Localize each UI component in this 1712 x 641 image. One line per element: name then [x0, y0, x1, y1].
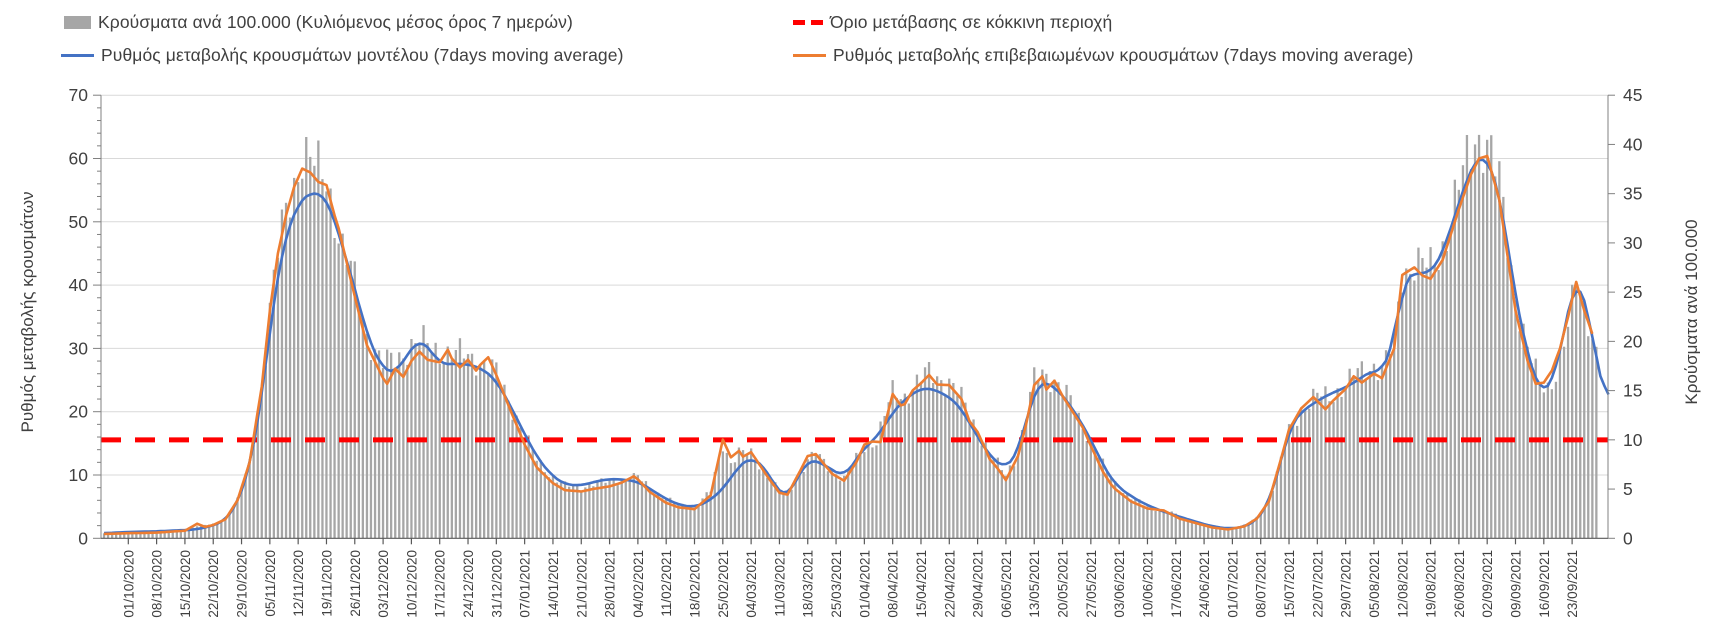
y-right-tick-label: 40 — [1623, 134, 1643, 154]
x-tick-label: 17/12/2020 — [433, 550, 448, 618]
bar-swatch-icon — [64, 15, 91, 29]
x-tick-label: 29/04/2021 — [971, 550, 986, 618]
x-tick-label: 08/10/2020 — [150, 550, 165, 618]
x-tick-label: 15/10/2020 — [178, 550, 193, 618]
y-left-tick-label: 70 — [69, 85, 89, 105]
x-tick-label: 26/08/2021 — [1452, 550, 1467, 618]
x-tick-label: 07/01/2021 — [518, 550, 533, 618]
y-axis-left-title: Ρυθμός μεταβολής κρουσμάτων — [18, 191, 37, 433]
x-tick-label: 15/04/2021 — [914, 550, 929, 618]
blue-line-icon — [61, 53, 94, 57]
legend-item-confirmed-line: Ρυθμός μεταβολής επιβεβαιωμένων κρουσμάτ… — [793, 44, 1413, 66]
x-tick-label: 01/07/2021 — [1225, 550, 1240, 618]
x-tick-label: 16/09/2021 — [1537, 550, 1552, 618]
x-tick-label: 05/11/2020 — [263, 550, 278, 617]
y-left-tick-label: 10 — [69, 465, 89, 485]
x-tick-label: 21/01/2021 — [574, 550, 589, 618]
y-right-tick-label: 5 — [1623, 479, 1633, 499]
y-left-tick-label: 40 — [69, 275, 89, 295]
red-dash-icon — [793, 19, 823, 25]
x-tick-label: 19/08/2021 — [1424, 550, 1439, 618]
y-right-tick-label: 10 — [1623, 430, 1643, 450]
legend-label: Ρυθμός μεταβολής κρουσμάτων μοντέλου (7d… — [101, 44, 624, 65]
x-tick-label: 15/07/2021 — [1282, 550, 1297, 618]
x-tick-label: 20/05/2021 — [1056, 550, 1071, 618]
y-right-tick-label: 35 — [1623, 184, 1642, 204]
y-left-tick-label: 0 — [78, 528, 88, 548]
x-tick-label: 29/10/2020 — [235, 550, 250, 618]
y-right-tick-label: 0 — [1623, 528, 1633, 548]
legend-label: Όριο μετάβασης σε κόκκινη περιοχή — [830, 11, 1113, 32]
x-tick-label: 31/12/2020 — [489, 550, 504, 618]
x-tick-label: 08/07/2021 — [1254, 550, 1269, 618]
y-axis-left-labels: 0 10 20 30 40 50 60 70 — [69, 85, 89, 548]
x-tick-label: 23/09/2021 — [1565, 550, 1580, 618]
x-tick-label: 08/04/2021 — [886, 550, 901, 618]
x-tick-label: 17/06/2021 — [1169, 550, 1184, 618]
x-tick-label: 25/03/2021 — [829, 550, 844, 618]
x-tick-label: 18/03/2021 — [801, 550, 816, 618]
y-axis-right-title: Κρούσματα ανά 100.000 — [1682, 219, 1701, 405]
y-left-tick-label: 20 — [69, 402, 89, 422]
x-tick-label: 10/12/2020 — [404, 550, 419, 618]
x-tick-label: 09/09/2021 — [1508, 550, 1523, 618]
x-tick-label: 19/11/2020 — [319, 550, 334, 617]
legend-label: Ρυθμός μεταβολής επιβεβαιωμένων κρουσμάτ… — [833, 44, 1414, 65]
x-tick-label: 03/12/2020 — [376, 550, 391, 618]
y-right-tick-label: 20 — [1623, 331, 1643, 351]
confirmed-line — [103, 154, 1594, 536]
x-tick-label: 24/06/2021 — [1197, 550, 1212, 618]
x-tick-label: 04/03/2021 — [744, 550, 759, 618]
x-tick-label: 11/03/2021 — [772, 550, 787, 617]
x-tick-label: 06/05/2021 — [999, 550, 1014, 618]
x-tick-label: 01/10/2020 — [121, 550, 136, 618]
x-tick-label: 18/02/2021 — [688, 550, 703, 618]
y-axis-left-ticks — [93, 94, 101, 539]
legend-item-threshold: Όριο μετάβασης σε κόκκινη περιοχή — [793, 11, 1112, 33]
x-tick-label: 02/09/2021 — [1480, 550, 1495, 618]
y-left-tick-label: 60 — [69, 149, 89, 169]
legend-item-model-line: Ρυθμός μεταβολής κρουσμάτων μοντέλου (7d… — [61, 44, 624, 66]
y-left-tick-label: 30 — [69, 338, 89, 358]
x-tick-label: 22/04/2021 — [942, 550, 957, 618]
y-left-tick-label: 50 — [69, 212, 89, 232]
x-tick-label: 22/10/2020 — [206, 550, 221, 618]
x-tick-label: 01/04/2021 — [857, 550, 872, 618]
x-tick-label: 14/01/2021 — [546, 550, 561, 618]
y-axis-right-ticks — [1608, 94, 1615, 539]
cases-bars — [102, 134, 1598, 539]
x-tick-label: 12/11/2020 — [291, 550, 306, 617]
x-tick-label: 03/06/2021 — [1112, 550, 1127, 618]
orange-line-icon — [793, 53, 826, 57]
x-tick-label: 25/02/2021 — [716, 550, 731, 618]
x-tick-label: 13/05/2021 — [1027, 550, 1042, 618]
axis-spines — [100, 95, 1609, 539]
x-tick-label: 22/07/2021 — [1310, 550, 1325, 618]
x-tick-label: 11/02/2021 — [659, 550, 674, 617]
x-tick-label: 26/11/2020 — [348, 550, 363, 617]
x-tick-label: 10/06/2021 — [1140, 550, 1155, 618]
y-axis-right-labels: 0 5 10 15 20 25 30 35 40 45 — [1623, 85, 1643, 548]
x-tick-label: 04/02/2021 — [631, 550, 646, 618]
x-tick-label: 24/12/2020 — [461, 550, 476, 618]
x-tick-label: 29/07/2021 — [1339, 550, 1354, 618]
y-right-tick-label: 15 — [1623, 381, 1642, 401]
legend-label: Κρούσματα ανά 100.000 (Κυλιόμενος μέσος … — [98, 11, 573, 32]
x-tick-label: 28/01/2021 — [603, 550, 618, 618]
x-tick-label: 12/08/2021 — [1395, 550, 1410, 618]
y-right-tick-label: 30 — [1623, 233, 1643, 253]
y-right-tick-label: 25 — [1623, 282, 1642, 302]
x-tick-label: 27/05/2021 — [1084, 550, 1099, 618]
x-axis-labels: 01/10/2020 08/10/2020 15/10/2020 22/10/2020… — [121, 550, 1580, 618]
x-axis-ticks — [127, 538, 1573, 545]
x-tick-label: 05/08/2021 — [1367, 550, 1382, 618]
y-right-tick-label: 45 — [1623, 85, 1642, 105]
legend-item-cases-bars: Κρούσματα ανά 100.000 (Κυλιόμενος μέσος … — [64, 11, 573, 33]
